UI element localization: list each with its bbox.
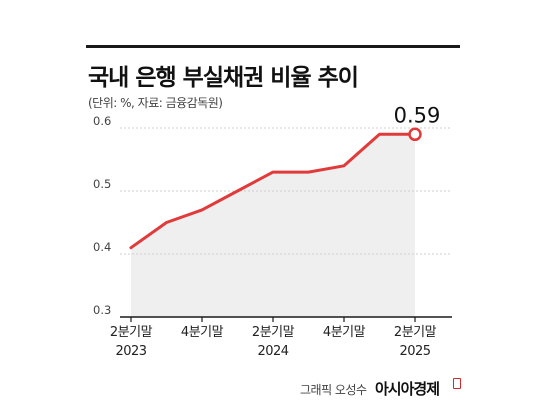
brand-mark-icon [453, 378, 461, 389]
brand-logo: 아시아경제 [375, 380, 440, 398]
y-tick-label: 0.3 [93, 303, 111, 317]
y-tick-label: 0.4 [93, 240, 111, 254]
x-tick-label: 2분기말 [252, 325, 295, 340]
x-tick-label: 2분기말 [394, 325, 437, 340]
x-tick-year-label: 2025 [399, 344, 430, 359]
x-tick-year-label: 2024 [257, 344, 288, 359]
end-point-marker [408, 127, 422, 142]
y-tick-label: 0.5 [93, 177, 111, 191]
series-line [129, 132, 417, 250]
chart-title: 국내 은행 부실채권 비율 추이 [88, 65, 359, 91]
title-rule [86, 45, 460, 48]
area-fill [131, 134, 415, 317]
x-tick-label: 4분기말 [181, 325, 224, 340]
x-tick-year-label: 2023 [115, 344, 146, 359]
x-tick-label: 4분기말 [323, 325, 366, 340]
chart-subtitle: (단위: %, 자료: 금융감독원) [88, 96, 223, 110]
credit-text: 그래픽 오성수 [300, 383, 367, 397]
data-label: 0.59 [394, 103, 441, 127]
y-tick-label: 0.6 [93, 114, 111, 128]
x-tick-label: 2분기말 [110, 325, 153, 340]
